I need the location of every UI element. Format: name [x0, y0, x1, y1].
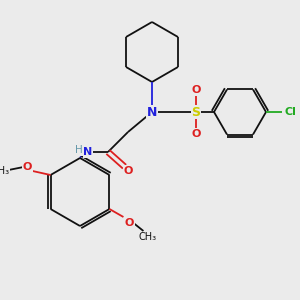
Text: N: N [83, 147, 93, 157]
Text: Cl: Cl [284, 107, 296, 117]
Text: O: O [125, 218, 134, 228]
Text: O: O [123, 166, 133, 176]
Text: N: N [147, 106, 157, 118]
Text: O: O [191, 129, 201, 139]
Text: CH₃: CH₃ [138, 232, 157, 242]
Text: S: S [191, 106, 200, 118]
Text: O: O [23, 162, 32, 172]
Text: CH₃: CH₃ [0, 166, 10, 176]
Text: O: O [191, 85, 201, 95]
Text: H: H [75, 145, 83, 155]
